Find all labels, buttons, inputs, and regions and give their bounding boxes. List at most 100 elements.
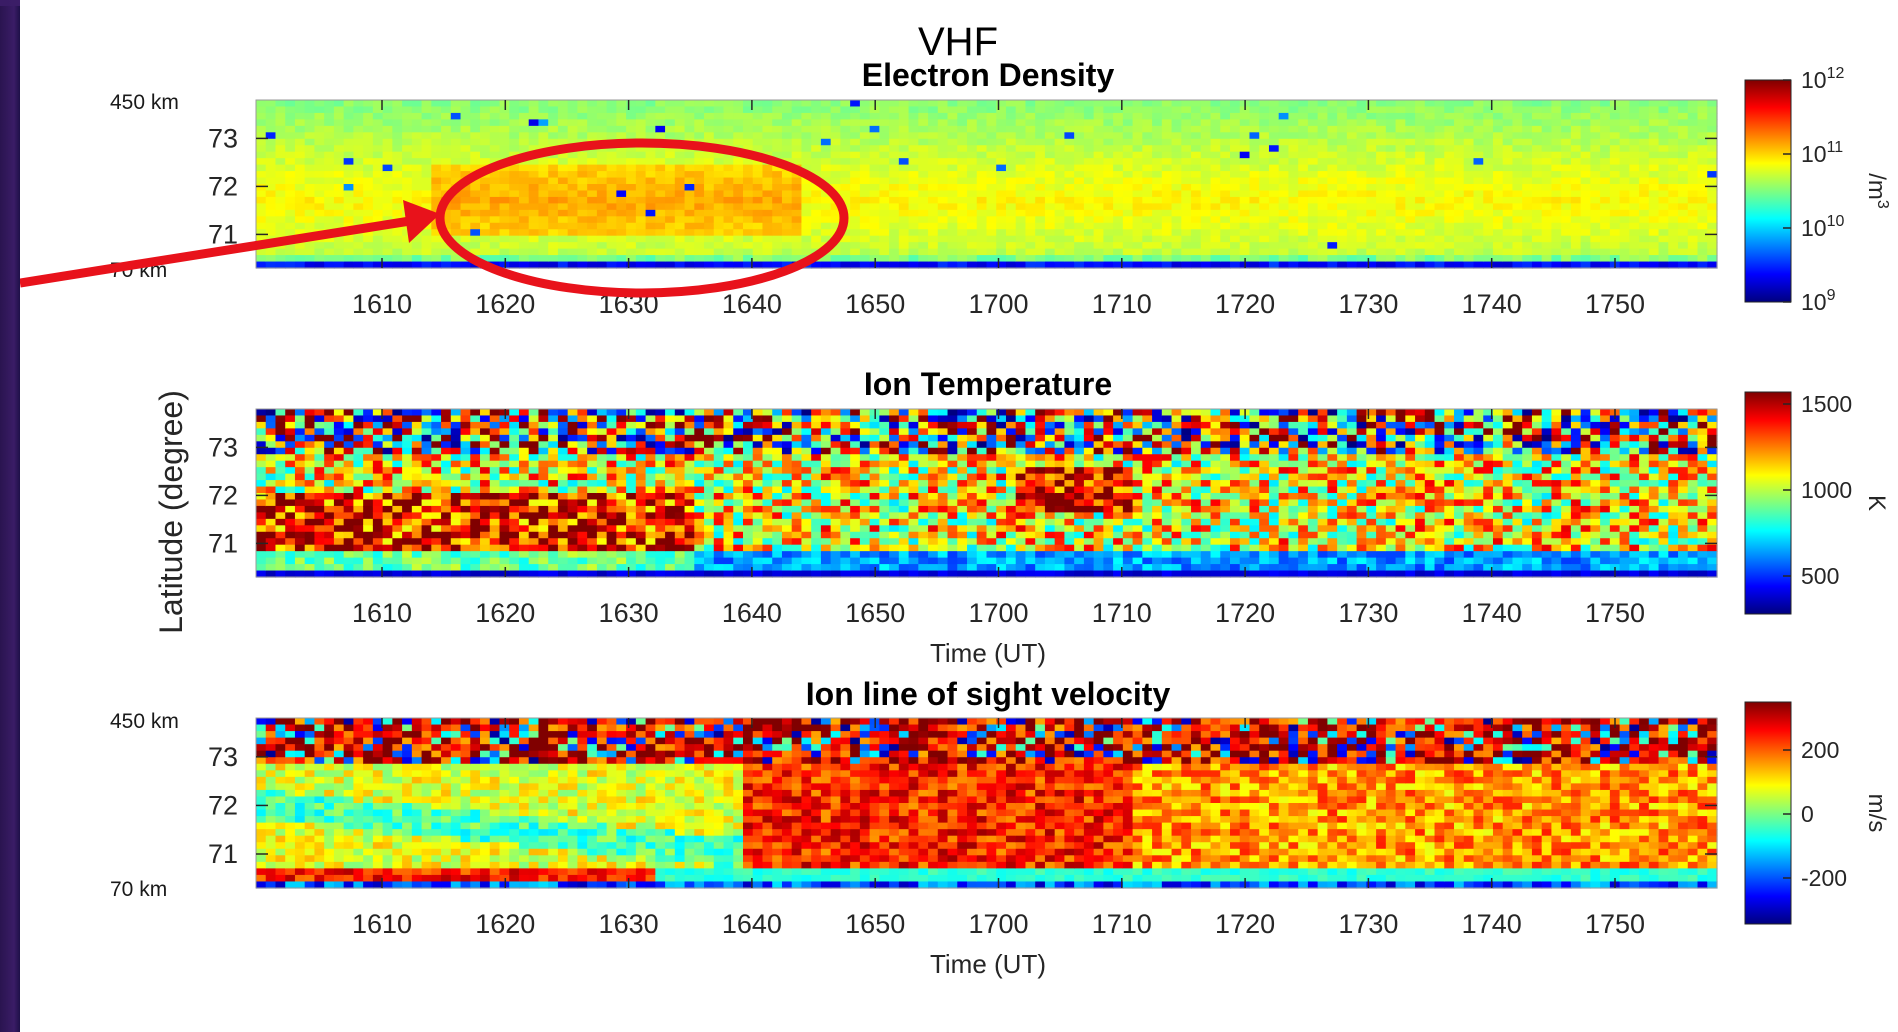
heatmap-cell	[382, 255, 393, 263]
heatmap-cell	[947, 229, 958, 237]
heatmap-cell	[596, 480, 608, 488]
heatmap-cell	[567, 434, 579, 442]
heatmap-cell	[372, 544, 384, 552]
heatmap-cell	[333, 158, 345, 166]
heatmap-cell	[499, 428, 510, 436]
heatmap-cell	[1678, 100, 1689, 108]
heatmap-cell	[1648, 177, 1660, 185]
heatmap-cell	[392, 158, 403, 166]
heatmap-cell	[1122, 209, 1134, 217]
heatmap-cell	[548, 106, 559, 114]
heatmap-cell	[879, 229, 890, 237]
heatmap-cell	[411, 531, 423, 539]
heatmap-cell	[957, 235, 968, 243]
heatmap-cell	[1278, 203, 1290, 211]
heatmap-cell	[1434, 138, 1445, 146]
heatmap-cell	[1093, 261, 1104, 269]
heatmap-cell	[548, 112, 559, 120]
heatmap-cell	[470, 242, 481, 250]
heatmap-cell	[1132, 138, 1143, 146]
heatmap-cell	[557, 158, 569, 166]
heatmap-cell	[421, 112, 432, 120]
heatmap-cell	[635, 177, 647, 185]
heatmap-cell	[1678, 242, 1689, 250]
heatmap-cell	[918, 255, 929, 263]
heatmap-cell	[431, 415, 442, 423]
heatmap-cell	[1444, 177, 1455, 185]
heatmap-cell	[431, 434, 442, 442]
heatmap-cell	[480, 441, 491, 449]
heatmap-cell	[723, 184, 734, 192]
heatmap-cell	[285, 255, 296, 263]
heatmap-cell	[1093, 151, 1104, 159]
heatmap-cell	[548, 125, 559, 133]
heatmap-cell	[480, 525, 491, 533]
heatmap-cell	[937, 184, 949, 192]
heatmap-cell	[830, 164, 841, 172]
heatmap-cell	[752, 248, 764, 256]
heatmap-cell	[1327, 106, 1338, 114]
heatmap-cell	[772, 255, 783, 263]
heatmap-cell	[353, 119, 364, 127]
heatmap-cell	[859, 255, 871, 263]
heatmap-cell	[1463, 171, 1475, 179]
heatmap-cell	[616, 196, 627, 204]
heatmap-cell	[1015, 132, 1027, 140]
plot-frame	[255, 99, 1718, 269]
heatmap-cell	[294, 177, 306, 185]
heatmap-cell	[918, 112, 929, 120]
heatmap-cell	[480, 158, 491, 166]
heatmap-cell	[1483, 255, 1494, 263]
heatmap-cell	[489, 248, 501, 256]
heatmap-cell	[791, 242, 803, 250]
heatmap-cell	[518, 480, 530, 488]
heatmap-cell	[538, 518, 549, 526]
heatmap-cell	[392, 493, 403, 501]
ion-temperature-panel: Ion Temperature 1610 1620 1630 1640 1650 1700…	[208, 366, 1890, 668]
heatmap-cell	[402, 512, 413, 520]
heatmap-cell	[918, 151, 929, 159]
heatmap-cell	[431, 112, 442, 120]
heatmap-cell	[674, 132, 686, 140]
heatmap-cell	[1239, 177, 1251, 185]
heatmap-cell	[431, 493, 442, 501]
heatmap-cell	[304, 164, 316, 172]
heatmap-cell	[1463, 216, 1475, 224]
heatmap-cell	[372, 415, 384, 423]
heatmap-cell	[480, 544, 491, 552]
heatmap-cell	[1629, 100, 1640, 108]
heatmap-cell	[635, 248, 647, 256]
heatmap-cell	[557, 460, 569, 468]
heatmap-cell	[431, 570, 442, 578]
heatmap-cell	[1181, 132, 1192, 140]
heatmap-cell	[528, 190, 540, 198]
heatmap-cell	[1220, 138, 1231, 146]
heatmap-cell	[616, 544, 627, 552]
heatmap-cell	[460, 421, 471, 429]
heatmap-cell	[1239, 209, 1251, 217]
heatmap-cell	[704, 184, 715, 192]
heatmap-cell	[324, 473, 335, 481]
heatmap-cell	[684, 216, 695, 224]
heatmap-cell	[1220, 216, 1231, 224]
heatmap-cell	[1307, 145, 1319, 153]
heatmap-cell	[509, 145, 520, 153]
heatmap-cell	[1619, 132, 1630, 140]
heatmap-cell	[1600, 151, 1611, 159]
heatmap-cell	[889, 125, 900, 133]
heatmap-cell	[1473, 229, 1484, 237]
heatmap-cell	[470, 106, 481, 114]
heatmap-cell	[470, 570, 481, 578]
heatmap-cell	[557, 544, 569, 552]
heatmap-cell	[1025, 119, 1036, 127]
heatmap-cell	[704, 216, 715, 224]
heatmap-cell	[1307, 255, 1319, 263]
heatmap-cell	[1327, 125, 1338, 133]
heatmap-cell	[499, 441, 510, 449]
heatmap-cell	[1161, 229, 1173, 237]
heatmap-cell	[577, 196, 588, 204]
heatmap-cell	[441, 222, 452, 230]
heatmap-cell	[606, 255, 617, 263]
heatmap-cell	[772, 100, 783, 108]
heatmap-cell	[1200, 229, 1212, 237]
